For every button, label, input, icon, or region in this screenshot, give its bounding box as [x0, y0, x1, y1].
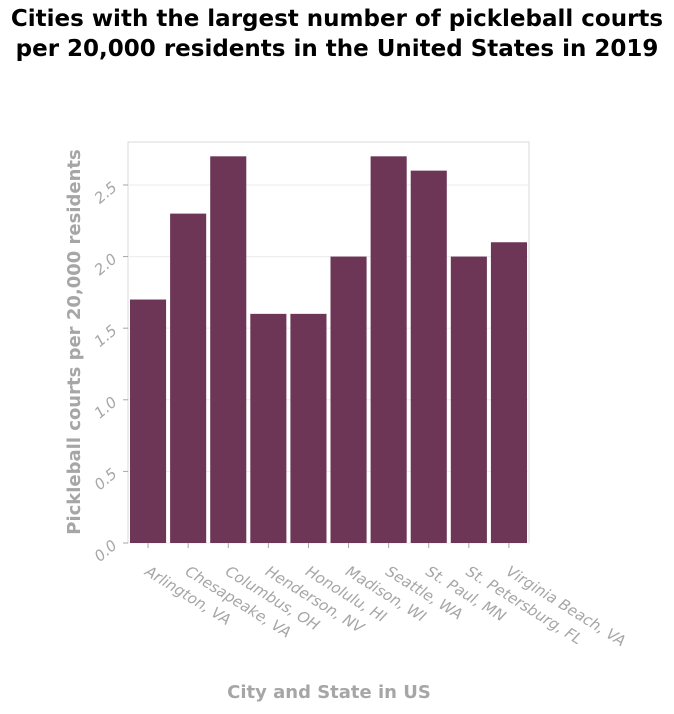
bar: [370, 156, 407, 544]
y-tick-label: 0.5: [91, 465, 121, 494]
bar: [130, 299, 167, 543]
chart-title: Cities with the largest number of pickle…: [10, 6, 664, 62]
bar: [450, 256, 487, 543]
bar: [330, 256, 367, 543]
y-tick-label: 1.5: [91, 321, 121, 350]
bar: [410, 170, 447, 543]
y-tick-label: 2.5: [91, 178, 121, 207]
bar: [490, 242, 527, 543]
bar: [250, 313, 287, 543]
y-tick-label: 2.0: [91, 250, 121, 279]
bar: [170, 213, 207, 543]
bar: [210, 156, 247, 544]
y-axis-title: Pickleball courts per 20,000 residents: [64, 149, 85, 535]
x-axis-title: City and State in US: [227, 682, 431, 703]
bar: [290, 313, 327, 543]
y-tick-label: 0.0: [91, 536, 121, 565]
y-tick-label: 1.0: [91, 393, 121, 422]
